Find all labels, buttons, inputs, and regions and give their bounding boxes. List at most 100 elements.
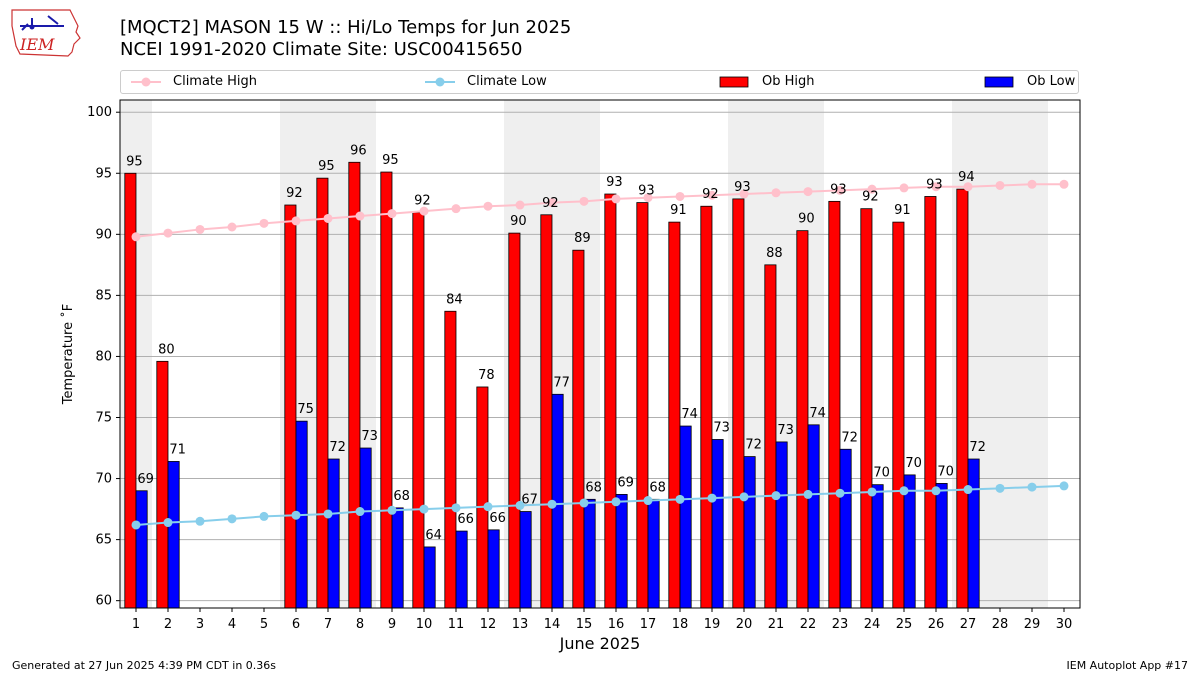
ob-high-bar — [636, 202, 649, 609]
chart-legend: Climate High Climate Low Ob High Ob Low — [120, 70, 1079, 94]
legend-label: Ob High — [762, 74, 815, 89]
ob-low-bar — [807, 424, 820, 609]
x-tick-label: 28 — [992, 617, 1009, 632]
climate-low-point — [515, 500, 525, 510]
climate-high-point — [387, 209, 397, 219]
climate-low-point — [963, 485, 973, 495]
ob-low-label: 70 — [937, 464, 954, 479]
ob-high-label: 93 — [606, 175, 623, 190]
x-tick-label: 27 — [960, 617, 977, 632]
weather-station-icon — [20, 15, 64, 31]
ob-high-label: 91 — [670, 203, 687, 218]
x-tick-label: 1 — [132, 617, 140, 632]
x-tick-label: 25 — [896, 617, 913, 632]
ob-low-label: 74 — [809, 406, 826, 421]
y-tick-label: 80 — [95, 349, 112, 364]
ob-high-bar — [828, 200, 841, 609]
ob-high-label: 92 — [862, 190, 879, 205]
climate-high-point — [355, 211, 365, 221]
climate-high-point — [803, 187, 813, 197]
logo-text: IEM — [19, 35, 55, 54]
x-tick-label: 20 — [736, 617, 753, 632]
ob-high-bar — [540, 214, 553, 609]
x-tick-label: 30 — [1056, 617, 1073, 632]
climate-high-point — [451, 204, 461, 214]
ob-low-bar — [839, 448, 852, 609]
climate-low-point — [451, 503, 461, 513]
ob-low-label: 66 — [457, 512, 474, 527]
ob-low-bar — [167, 461, 180, 609]
ob-high-bar — [796, 230, 809, 609]
chart-title: [MQCT2] MASON 15 W :: Hi/Lo Temps for Ju… — [120, 17, 572, 38]
ob-low-label: 73 — [713, 420, 730, 435]
climate-low-point — [835, 488, 845, 498]
climate-low-point — [739, 492, 749, 502]
ob-low-label: 72 — [969, 440, 986, 455]
ob-low-bar — [615, 494, 628, 609]
climate-high-point — [643, 193, 653, 203]
climate-low-point — [291, 510, 301, 520]
iowa-outline-icon — [11, 9, 81, 57]
x-tick-label: 5 — [260, 617, 268, 632]
climate-high-point — [707, 190, 717, 200]
ob-low-bar — [679, 425, 692, 609]
climate-low-point — [323, 509, 333, 519]
ob-high-bar — [860, 208, 873, 609]
ob-high-bar — [412, 211, 425, 609]
climate-low-point — [131, 520, 141, 530]
climate-high-line — [135, 183, 1064, 238]
climate-low-point — [355, 507, 365, 517]
ob-low-label: 70 — [873, 466, 890, 481]
legend-bar-icon — [719, 76, 749, 88]
climate-high-point — [611, 194, 621, 204]
legend-label: Climate High — [173, 74, 258, 89]
climate-high-point — [1059, 179, 1069, 189]
ob-high-label: 93 — [926, 177, 943, 192]
ob-high-bar — [156, 360, 169, 609]
ob-low-bar — [775, 441, 788, 609]
y-tick-label: 60 — [95, 594, 112, 609]
y-tick-label: 70 — [95, 472, 112, 487]
y-tick-label: 90 — [95, 227, 112, 242]
ob-high-bar — [316, 177, 329, 609]
ob-low-bar — [423, 546, 436, 609]
x-tick-label: 19 — [704, 617, 721, 632]
ob-high-bar — [700, 205, 713, 609]
ob-high-label: 92 — [542, 196, 559, 211]
ob-low-bar — [359, 447, 372, 609]
climate-high-point — [995, 180, 1005, 190]
ob-low-label: 74 — [681, 407, 698, 422]
ob-high-label: 89 — [574, 231, 591, 246]
ob-high-label: 92 — [702, 187, 719, 202]
ob-high-label: 93 — [830, 182, 847, 197]
ob-low-bar — [583, 498, 596, 609]
ob-low-bar — [871, 484, 884, 609]
climate-high-point — [963, 182, 973, 192]
x-axis-label: June 2025 — [559, 634, 641, 653]
x-tick-label: 6 — [292, 617, 300, 632]
climate-low-point — [771, 491, 781, 501]
climate-low-line — [135, 484, 1065, 526]
x-tick-label: 23 — [832, 617, 849, 632]
x-tick-label: 17 — [640, 617, 657, 632]
chart-subtitle: NCEI 1991-2020 Climate Site: USC00415650 — [120, 39, 523, 60]
climate-low-point — [227, 514, 237, 524]
climate-low-point — [931, 486, 941, 496]
ob-high-label: 96 — [350, 143, 367, 158]
climate-low-point — [643, 496, 653, 506]
ob-high-bar — [956, 188, 969, 609]
ob-low-label: 68 — [393, 489, 410, 504]
climate-high-point — [835, 185, 845, 195]
x-tick-label: 15 — [576, 617, 593, 632]
ob-low-label: 71 — [169, 442, 186, 457]
legend-line-icon — [131, 77, 161, 87]
climate-high-point — [867, 184, 877, 194]
climate-high-point — [931, 182, 941, 192]
ob-high-bar — [604, 193, 617, 609]
ob-high-label: 88 — [766, 246, 783, 261]
climate-low-point — [483, 502, 493, 512]
ob-low-bar — [487, 529, 500, 609]
ob-low-label: 68 — [585, 480, 602, 495]
climate-high-point — [163, 228, 173, 238]
